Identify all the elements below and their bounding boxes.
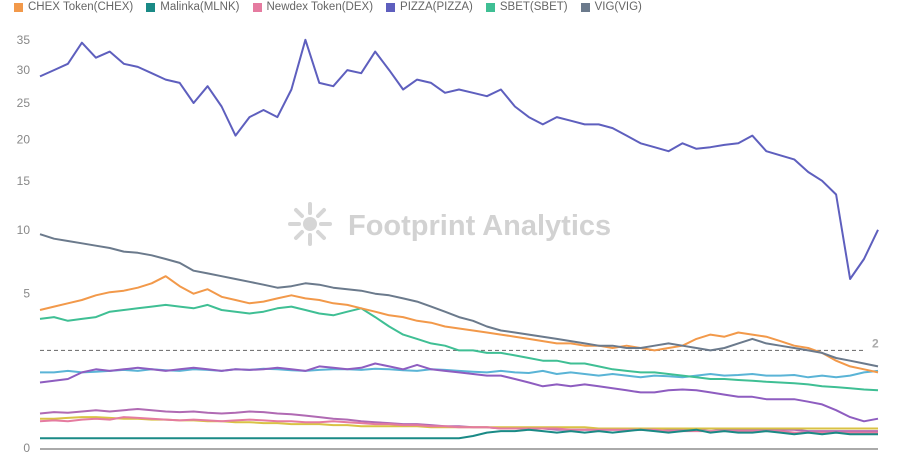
legend-item-chex[interactable]: CHEX Token(CHEX): [14, 1, 133, 13]
series-lines: [39, 38, 879, 440]
reference-line-label: 2: [872, 336, 879, 350]
series-line-chex-token-chex[interactable]: [39, 275, 879, 374]
chart-legend: CHEX Token(CHEX) Malinka(MLNK) Newdex To…: [14, 0, 655, 14]
watermark: Footprint Analytics: [288, 202, 611, 246]
legend-label-mlnk: Malinka(MLNK): [160, 1, 240, 13]
y-tick-label: 10: [17, 223, 31, 237]
legend-swatch-vig: [580, 2, 590, 12]
legend-item-dex[interactable]: Newdex Token(DEX): [252, 1, 374, 13]
y-axis: 0 5 10 15 20 25 30 35: [17, 33, 31, 454]
legend-swatch-pizza: [386, 2, 396, 12]
reference-line: 2: [40, 336, 879, 352]
legend-item-pizza[interactable]: PIZZA(PIZZA): [386, 1, 473, 13]
y-tick-label: 20: [17, 132, 31, 146]
legend-swatch-mlnk: [146, 2, 156, 12]
extra-series-line-3[interactable]: [39, 408, 878, 433]
legend-swatch-dex: [252, 2, 262, 12]
legend-swatch-sbet: [485, 2, 495, 12]
legend-label-vig: VIG(VIG): [594, 1, 642, 13]
legend-label-chex: CHEX Token(CHEX): [28, 1, 134, 13]
y-tick-label: 25: [17, 96, 31, 110]
legend-label-pizza: PIZZA(PIZZA): [400, 1, 473, 13]
extra-series-line-1[interactable]: [40, 367, 879, 379]
legend-item-vig[interactable]: VIG(VIG): [580, 1, 642, 13]
legend-item-sbet[interactable]: SBET(SBET): [485, 1, 568, 13]
legend-label-dex: Newdex Token(DEX): [266, 1, 374, 13]
legend-item-mlnk[interactable]: Malinka(MLNK): [146, 1, 240, 13]
extra-series-line-2[interactable]: [39, 362, 879, 423]
legend-swatch-chex: [14, 2, 23, 12]
series-line-pizza-pizza[interactable]: [39, 38, 879, 280]
y-tick-label: 0: [23, 441, 30, 454]
watermark-text: Footprint Analytics: [348, 210, 611, 242]
y-tick-label: 35: [17, 33, 31, 47]
series-line-malinka-mlnk[interactable]: [40, 428, 878, 440]
y-tick-label: 5: [23, 287, 30, 301]
legend-label-sbet: SBET(SBET): [499, 1, 568, 13]
series-line-newdex-token-dex[interactable]: [39, 416, 878, 434]
y-tick-label: 15: [17, 174, 31, 188]
y-tick-label: 30: [17, 63, 31, 77]
series-line-vig-vig[interactable]: [39, 233, 879, 368]
series-line-sbet-sbet[interactable]: [39, 303, 879, 392]
watermark-logo-icon: [288, 202, 332, 246]
